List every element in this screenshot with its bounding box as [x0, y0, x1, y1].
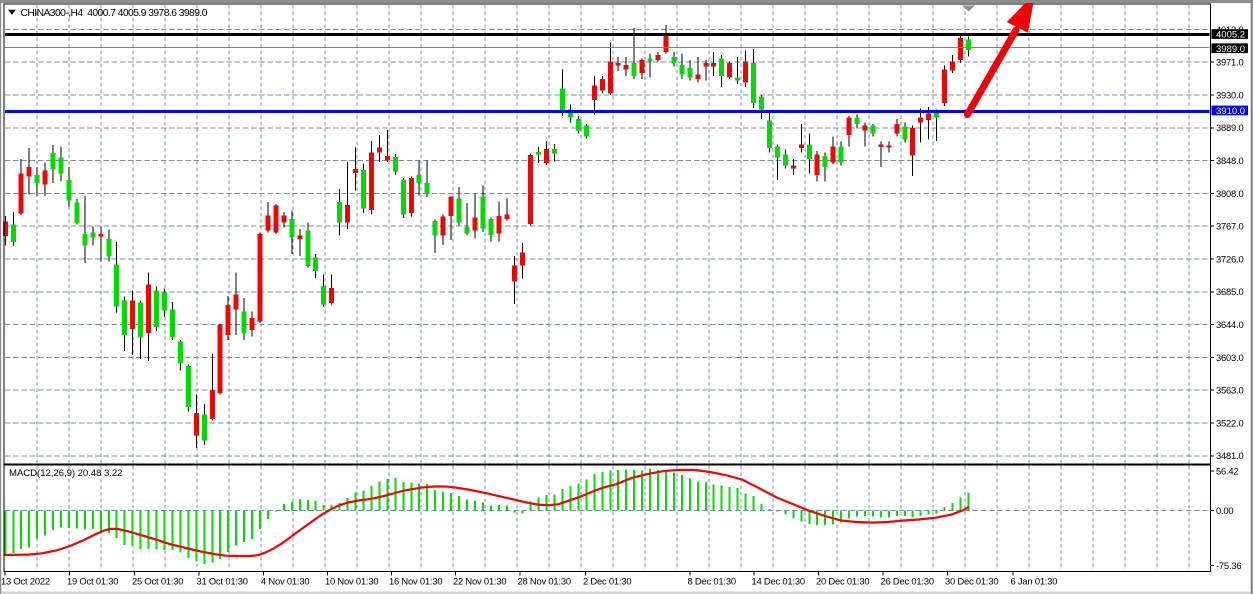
svg-text:56.42: 56.42 [1216, 465, 1238, 476]
svg-text:0.00: 0.00 [1216, 505, 1233, 516]
svg-text:3910.0: 3910.0 [1216, 106, 1245, 117]
svg-text:3726.0: 3726.0 [1216, 253, 1243, 264]
svg-text:14 Dec 01:30: 14 Dec 01:30 [752, 576, 805, 587]
svg-text:4 Nov 01:30: 4 Nov 01:30 [261, 576, 309, 587]
svg-text:6 Jan 01:30: 6 Jan 01:30 [1011, 576, 1058, 587]
svg-text:CHINA300-,H4 4000.7 4005.9 39: CHINA300-,H4 4000.7 4005.9 3978.6 3989.0 [21, 8, 208, 19]
svg-text:26 Dec 01:30: 26 Dec 01:30 [881, 576, 934, 587]
svg-text:20 Dec 01:30: 20 Dec 01:30 [816, 576, 869, 587]
svg-text:-75.36: -75.36 [1216, 560, 1241, 571]
svg-text:3848.0: 3848.0 [1216, 155, 1243, 166]
svg-text:3971.0: 3971.0 [1216, 57, 1243, 68]
svg-text:3685.0: 3685.0 [1216, 286, 1243, 297]
svg-text:MACD(12,26,9) 20.48 3.22: MACD(12,26,9) 20.48 3.22 [9, 468, 122, 479]
svg-text:10 Nov 01:30: 10 Nov 01:30 [325, 576, 378, 587]
svg-text:3767.0: 3767.0 [1216, 221, 1243, 232]
svg-text:19 Oct 01:30: 19 Oct 01:30 [67, 576, 118, 587]
svg-text:3808.0: 3808.0 [1216, 188, 1243, 199]
svg-text:3522.0: 3522.0 [1216, 417, 1243, 428]
svg-text:3644.0: 3644.0 [1216, 319, 1243, 330]
svg-text:31 Oct 01:30: 31 Oct 01:30 [197, 576, 248, 587]
svg-text:28 Nov 01:30: 28 Nov 01:30 [518, 576, 571, 587]
svg-text:25 Oct 01:30: 25 Oct 01:30 [132, 576, 183, 587]
svg-text:13 Oct 2022: 13 Oct 2022 [1, 576, 50, 587]
svg-text:8 Dec 01:30: 8 Dec 01:30 [688, 576, 736, 587]
svg-text:16 Nov 01:30: 16 Nov 01:30 [389, 576, 442, 587]
svg-text:3889.0: 3889.0 [1216, 122, 1243, 133]
svg-text:2 Dec 01:30: 2 Dec 01:30 [583, 576, 631, 587]
svg-text:3930.0: 3930.0 [1216, 89, 1243, 100]
svg-text:3603.0: 3603.0 [1216, 352, 1243, 363]
svg-text:3481.0: 3481.0 [1216, 450, 1243, 461]
svg-text:22 Nov 01:30: 22 Nov 01:30 [453, 576, 506, 587]
svg-text:4005.2: 4005.2 [1216, 30, 1245, 41]
svg-text:3989.0: 3989.0 [1216, 44, 1245, 55]
svg-text:3563.0: 3563.0 [1216, 385, 1243, 396]
svg-text:30 Dec 01:30: 30 Dec 01:30 [945, 576, 998, 587]
